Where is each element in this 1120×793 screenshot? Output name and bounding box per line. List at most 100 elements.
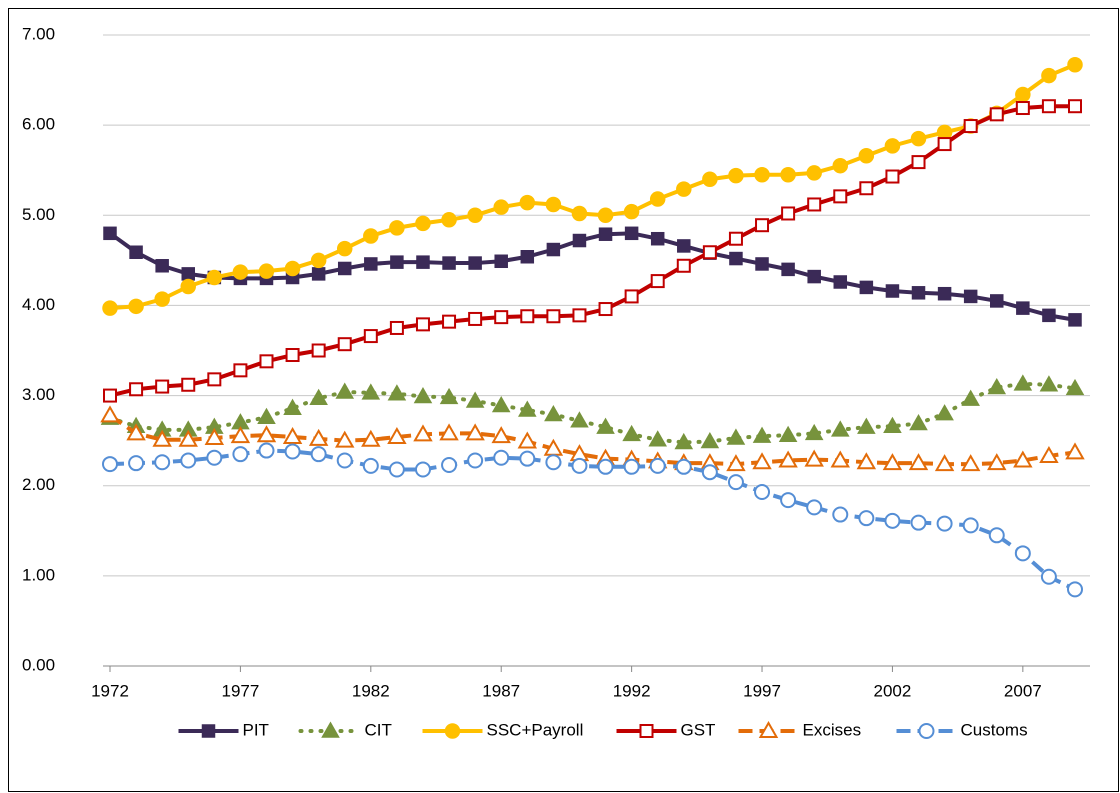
marker — [649, 457, 666, 474]
marker — [308, 428, 329, 446]
marker — [570, 411, 589, 428]
marker — [363, 329, 378, 344]
marker — [832, 157, 849, 174]
marker — [154, 454, 171, 471]
marker — [335, 430, 355, 448]
legend-marker — [758, 720, 779, 738]
legend-label: CIT — [365, 720, 392, 739]
marker — [676, 258, 691, 273]
marker — [257, 407, 276, 424]
legend-item: CIT — [298, 720, 392, 739]
marker — [833, 189, 848, 204]
marker — [206, 269, 223, 286]
marker — [518, 400, 537, 417]
marker — [1015, 86, 1031, 103]
marker — [830, 420, 850, 437]
marker — [467, 207, 483, 224]
marker — [598, 227, 613, 241]
marker — [701, 464, 718, 481]
marker — [908, 453, 929, 471]
marker — [232, 446, 249, 463]
marker — [596, 417, 615, 434]
marker — [1067, 56, 1083, 73]
marker — [361, 429, 381, 447]
marker — [546, 309, 561, 324]
marker — [493, 199, 509, 215]
marker — [491, 426, 511, 444]
marker — [726, 454, 746, 472]
marker — [597, 458, 614, 475]
marker — [780, 492, 797, 509]
marker — [207, 372, 222, 387]
marker — [465, 423, 485, 441]
marker — [100, 405, 120, 423]
marker — [987, 453, 1007, 471]
y-tick-label: 4.00 — [22, 295, 55, 314]
marker — [259, 354, 274, 369]
marker — [285, 348, 300, 363]
marker — [1068, 313, 1082, 327]
marker — [832, 506, 849, 523]
marker — [413, 424, 433, 442]
marker — [1013, 374, 1033, 391]
marker — [729, 251, 743, 266]
marker — [520, 250, 535, 264]
series-line — [108, 381, 1077, 445]
marker — [180, 452, 197, 469]
marker — [1015, 101, 1030, 116]
marker — [752, 426, 772, 443]
marker — [337, 261, 352, 276]
marker — [389, 320, 404, 335]
marker — [649, 191, 666, 207]
marker — [677, 239, 691, 253]
marker — [310, 252, 327, 269]
marker — [415, 215, 431, 232]
marker — [622, 424, 641, 442]
marker — [962, 517, 979, 534]
marker — [520, 309, 535, 324]
marker — [284, 443, 301, 460]
legend-item: SSC+Payroll — [422, 720, 583, 739]
marker — [311, 267, 326, 281]
marker — [258, 442, 275, 459]
marker — [155, 379, 170, 394]
marker — [387, 427, 407, 445]
marker — [256, 425, 277, 443]
marker — [571, 457, 588, 474]
marker — [624, 226, 639, 241]
marker — [623, 458, 640, 475]
marker — [441, 456, 458, 473]
marker — [1041, 67, 1057, 84]
marker — [517, 431, 538, 449]
y-tick-label: 2.00 — [22, 475, 55, 494]
marker — [754, 484, 771, 501]
marker — [910, 130, 927, 147]
marker — [833, 275, 848, 289]
y-tick-label: 3.00 — [22, 385, 55, 404]
marker — [780, 166, 796, 183]
marker — [181, 377, 196, 392]
marker — [806, 165, 822, 181]
marker — [282, 427, 303, 445]
marker — [232, 264, 249, 280]
marker — [909, 414, 928, 431]
marker — [1014, 545, 1031, 562]
marker — [361, 383, 381, 400]
marker — [911, 286, 926, 300]
marker — [181, 267, 195, 281]
marker — [1041, 99, 1056, 114]
marker — [364, 257, 378, 271]
marker — [362, 457, 379, 474]
marker — [989, 107, 1004, 122]
marker — [416, 255, 430, 269]
marker — [129, 382, 144, 397]
marker — [337, 337, 352, 352]
marker — [468, 311, 483, 326]
series-line — [108, 413, 1076, 467]
marker — [572, 308, 587, 323]
series — [100, 374, 1085, 450]
marker — [781, 206, 796, 221]
marker — [309, 388, 328, 406]
marker — [467, 452, 484, 469]
